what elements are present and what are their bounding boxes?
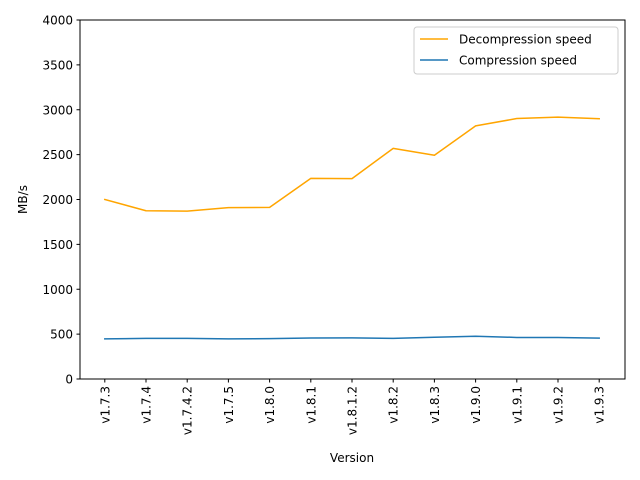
y-tick-label: 4000 — [42, 14, 73, 28]
x-tick-label: v1.9.0 — [469, 386, 483, 424]
y-tick-label: 3000 — [42, 103, 73, 117]
series-line-decompression — [103, 116, 600, 212]
x-tick-label: v1.7.4.2 — [181, 386, 195, 435]
x-axis-label: Version — [330, 451, 374, 465]
x-tick-label: v1.9.2 — [552, 386, 566, 424]
x-tick-label: v1.7.3 — [98, 386, 112, 424]
y-tick-label: 0 — [65, 373, 73, 387]
x-tick-label: v1.8.0 — [263, 386, 277, 424]
y-tick-label: 2000 — [42, 193, 73, 207]
legend-label-decompression: Decompression speed — [459, 33, 592, 47]
x-tick-label: v1.8.2 — [387, 386, 401, 424]
y-tick-label: 1500 — [42, 238, 73, 252]
y-tick-label: 1000 — [42, 283, 73, 297]
legend: Decompression speed Compression speed — [413, 26, 619, 75]
y-axis: 0 500 1000 1500 2000 2500 3000 3500 4000 — [42, 14, 80, 387]
series-line-compression — [104, 335, 600, 340]
x-axis: v1.7.3 v1.7.4 v1.7.4.2 v1.7.5 v1.8.0 v1.8.1 v1… — [98, 379, 607, 435]
y-axis-label: MB/s — [16, 185, 30, 214]
legend-label-compression: Compression speed — [459, 54, 577, 68]
legend-box — [413, 26, 619, 75]
y-tick-label: 2500 — [42, 148, 73, 162]
y-tick-label: 500 — [50, 328, 73, 342]
x-tick-label: v1.8.1.2 — [346, 386, 360, 435]
x-tick-label: v1.7.4 — [140, 386, 154, 424]
x-tick-label: v1.8.3 — [428, 386, 442, 424]
plot-area — [103, 116, 600, 340]
x-tick-label: v1.7.5 — [222, 386, 236, 424]
x-tick-label: v1.9.1 — [510, 386, 524, 424]
x-tick-label: v1.8.1 — [304, 386, 318, 424]
y-tick-label: 3500 — [42, 58, 73, 72]
x-tick-label: v1.9.3 — [593, 386, 607, 424]
